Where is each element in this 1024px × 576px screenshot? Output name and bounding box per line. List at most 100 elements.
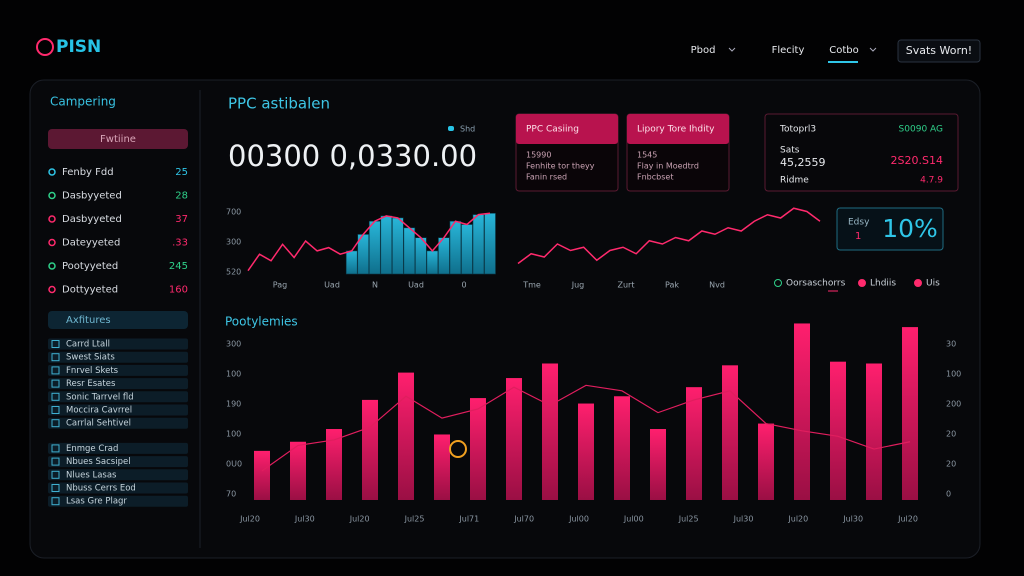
y-label: 0U0 (226, 460, 242, 469)
badge-sub: 1 (855, 231, 861, 242)
bar (542, 363, 558, 500)
check-row[interactable] (48, 442, 188, 454)
check-label: Nlues Lasas (66, 470, 117, 480)
nav-item[interactable]: Pbod (691, 45, 716, 56)
check-row[interactable] (48, 364, 188, 376)
check-label: Enmge Crad (66, 444, 118, 454)
check-label: Nbuss Cerrs Eod (66, 484, 136, 494)
x-label: Pag (273, 281, 287, 290)
bar (398, 372, 414, 500)
x-label: N (372, 281, 378, 290)
area-bar (461, 224, 473, 275)
legend-dot (914, 279, 922, 287)
nav-item[interactable]: Flecity (772, 45, 805, 56)
checkbox[interactable] (51, 366, 60, 375)
card-title: Lipory Tore Ihdity (637, 125, 715, 135)
card-title: PPC Casiing (526, 125, 579, 135)
nav-item[interactable]: Cotbo (829, 45, 859, 56)
stats-label: 45,2559 (780, 156, 826, 169)
check-row[interactable] (48, 482, 188, 494)
logo-icon (36, 38, 54, 56)
x-label: Jul25 (404, 515, 425, 524)
check-row[interactable] (48, 338, 188, 350)
checkbox[interactable] (51, 392, 60, 401)
search-box[interactable] (48, 311, 188, 329)
checkbox[interactable] (51, 353, 60, 362)
metric-label: Dateyyeted (62, 238, 120, 249)
sidebar-button-label[interactable]: Fwtiine (100, 134, 136, 145)
card-line: Flay in Moedtrd (637, 162, 699, 171)
bar (362, 399, 378, 500)
check-row[interactable] (48, 378, 188, 390)
y-label: 200 (946, 400, 961, 409)
check-row[interactable] (48, 391, 188, 403)
y-label: 20 (946, 460, 956, 469)
check-label: Carrlal Sehtivel (66, 419, 131, 429)
check-row[interactable] (48, 351, 188, 363)
badge (836, 207, 944, 251)
action-label[interactable]: Svats Worn! (906, 44, 972, 57)
action-button[interactable] (897, 39, 981, 63)
check-row[interactable] (48, 495, 188, 507)
card-line: 15990 (526, 151, 551, 160)
bar (758, 423, 774, 500)
metric-value: 245 (169, 261, 188, 272)
stats-value: 2S20.S14 (891, 154, 943, 167)
highlight (449, 440, 467, 458)
line (247, 212, 491, 272)
sidebar-button[interactable] (48, 129, 188, 149)
metric-value: 37 (175, 214, 188, 225)
checkbox[interactable] (51, 379, 60, 388)
total: 00300 0,0330.00 (228, 139, 477, 173)
x-label: Jul30 (842, 515, 863, 524)
bar (830, 361, 846, 500)
checkbox[interactable] (51, 470, 60, 479)
check-row[interactable] (48, 456, 188, 468)
y-label: 0 (946, 490, 951, 499)
checkbox[interactable] (51, 444, 60, 453)
x-label: Jul20 (787, 515, 808, 524)
x-label: Nvd (709, 281, 725, 290)
checkbox[interactable] (51, 497, 60, 506)
check-label: Carrd Ltall (66, 340, 110, 350)
checkbox[interactable] (51, 406, 60, 414)
check-label: Moccira Cavrrel (66, 406, 132, 416)
check-label: Sonic Tarrvel fld (66, 392, 134, 402)
area-bar (472, 214, 485, 275)
bar (722, 365, 738, 500)
card-line: Fenhite tor theyy (526, 162, 595, 171)
x-label: Jul20 (239, 515, 260, 524)
x-label: 0 (461, 281, 466, 290)
checkbox[interactable] (51, 419, 60, 428)
checkbox[interactable] (51, 340, 60, 348)
checkbox[interactable] (51, 484, 60, 492)
x-label: Uad (408, 281, 424, 290)
metric-value: .33 (172, 238, 188, 249)
bar (866, 363, 882, 500)
card-line: Fanin rsed (526, 173, 567, 182)
bar (434, 434, 450, 500)
check-row[interactable] (48, 404, 188, 416)
search-label[interactable]: Axfitures (66, 315, 111, 326)
checkbox[interactable] (51, 457, 60, 466)
legend-label: Uis (926, 279, 940, 289)
check-row[interactable] (48, 469, 188, 481)
check-label: Fnrvel Skets (66, 366, 119, 376)
check-row[interactable] (48, 417, 188, 429)
x-label: Tme (522, 281, 541, 290)
x-label: Jul70 (513, 515, 534, 524)
legend-label: Shd (460, 125, 475, 134)
y-label: 300 (226, 238, 241, 247)
bars-title: Pootylemies (225, 315, 298, 329)
x-label: Jul30 (294, 515, 315, 524)
metric-value: 25 (175, 167, 188, 178)
x-label: Jul25 (678, 515, 699, 524)
legend-dot (858, 279, 866, 287)
legend-dot (774, 279, 782, 287)
y-label: 190 (226, 400, 241, 409)
bar (254, 450, 270, 500)
metric-label: Dasbyyeted (62, 191, 122, 202)
x-label: Jul30 (733, 515, 754, 524)
bar (650, 429, 666, 500)
